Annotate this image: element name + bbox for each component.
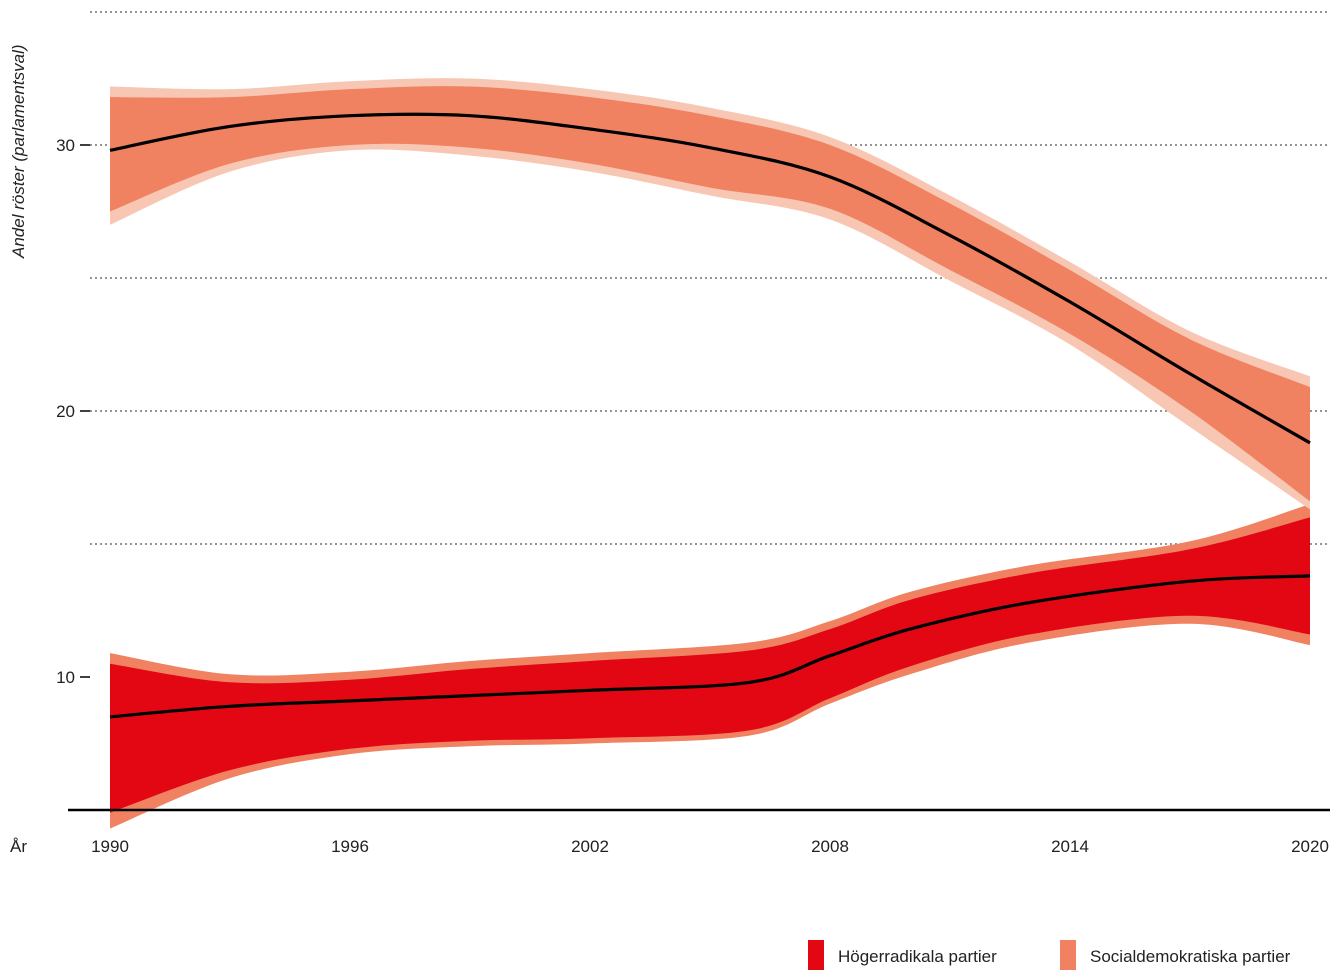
y-axis-ticks: 10 20 30 xyxy=(56,136,90,687)
x-axis-label: År xyxy=(10,837,27,856)
legend-label-1: Socialdemokratiska partier xyxy=(1090,947,1291,966)
series-0-inner-band xyxy=(110,517,1310,813)
y-tick-label-10: 10 xyxy=(56,668,75,687)
legend-label-0: Högerradikala partier xyxy=(838,947,997,966)
x-tick-label-1996: 1996 xyxy=(331,837,369,856)
series-lines xyxy=(109,112,1311,719)
x-tick-label-2008: 2008 xyxy=(811,837,849,856)
y-tick-label-20: 20 xyxy=(56,402,75,421)
y-axis-label: Andel röster (parlamentsval) xyxy=(9,44,28,259)
x-tick-label-1990: 1990 xyxy=(91,837,129,856)
legend: Högerradikala partier Socialdemokratiska … xyxy=(808,940,1291,970)
y-tick-label-30: 30 xyxy=(56,136,75,155)
confidence-bands xyxy=(110,78,1310,829)
legend-swatch-1 xyxy=(1060,940,1076,970)
series-0-line xyxy=(109,574,1311,719)
x-tick-label-2002: 2002 xyxy=(571,837,609,856)
legend-item-0: Högerradikala partier xyxy=(808,940,997,970)
x-axis-ticks: 1990 1996 2002 2008 2014 2020 xyxy=(91,837,1329,856)
x-tick-label-2020: 2020 xyxy=(1291,837,1329,856)
series-1-line xyxy=(109,112,1311,445)
legend-swatch-0 xyxy=(808,940,824,970)
x-tick-label-2014: 2014 xyxy=(1051,837,1089,856)
legend-item-1: Socialdemokratiska partier xyxy=(1060,940,1291,970)
